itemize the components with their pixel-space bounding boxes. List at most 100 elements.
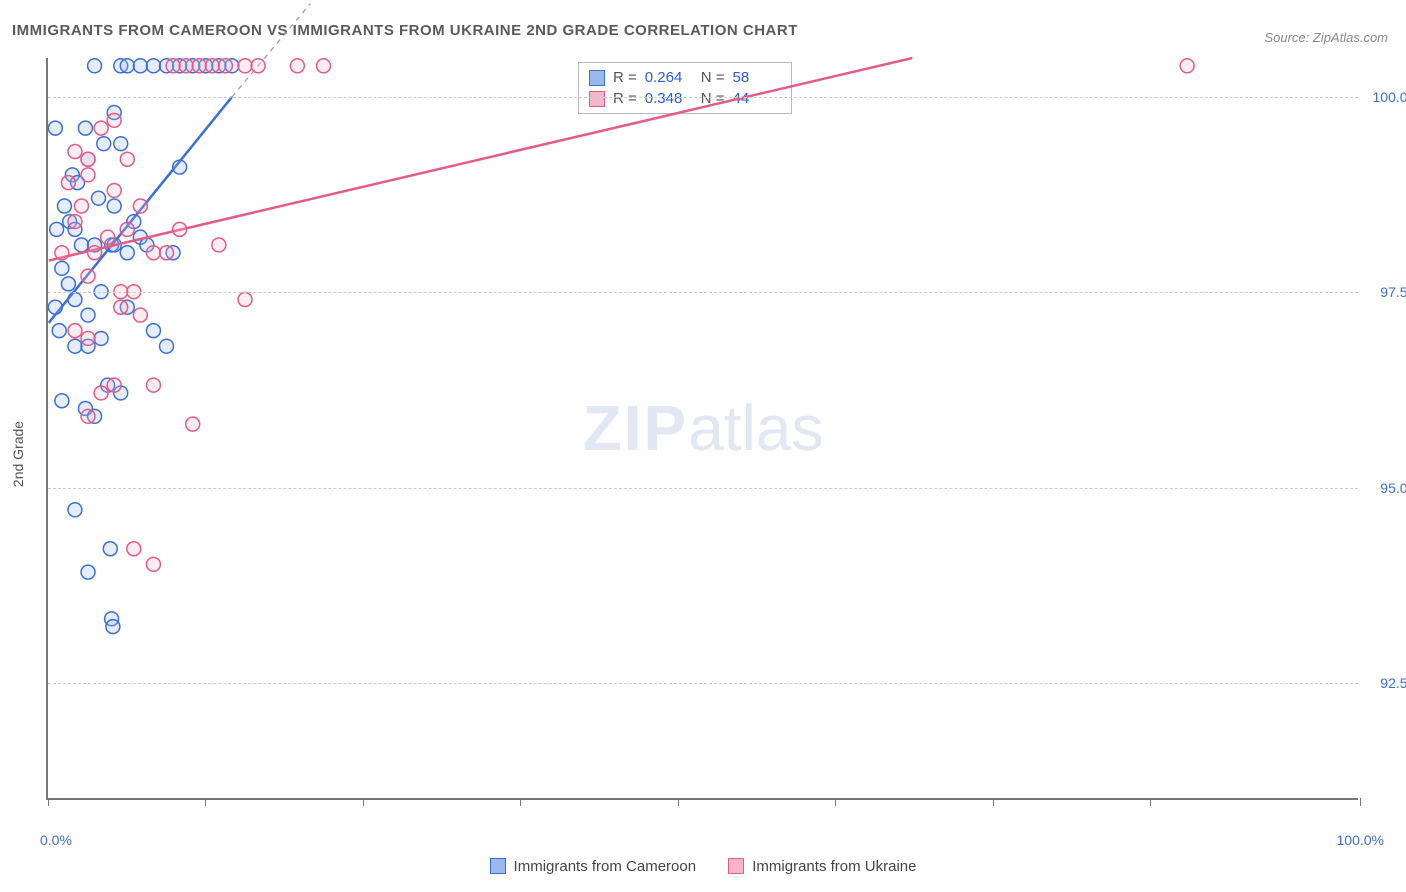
data-point bbox=[146, 378, 160, 392]
data-point bbox=[173, 222, 187, 236]
gridline-h bbox=[48, 292, 1358, 293]
data-point bbox=[92, 191, 106, 205]
data-point bbox=[101, 230, 115, 244]
data-point bbox=[238, 59, 252, 73]
data-point bbox=[114, 137, 128, 151]
y-tick-label: 100.0% bbox=[1365, 89, 1406, 105]
data-point bbox=[94, 121, 108, 135]
data-point bbox=[81, 331, 95, 345]
scatter-plot-svg bbox=[48, 58, 1358, 798]
data-point bbox=[68, 339, 82, 353]
data-point bbox=[55, 246, 69, 260]
data-point bbox=[186, 417, 200, 431]
plot-area: ZIPatlas R = 0.264 N = 58 R = 0.348 N = … bbox=[46, 58, 1358, 800]
x-tick-label-right: 100.0% bbox=[1337, 832, 1384, 848]
data-point bbox=[133, 199, 147, 213]
data-point bbox=[81, 152, 95, 166]
x-tick bbox=[48, 798, 49, 806]
data-point bbox=[120, 59, 134, 73]
trend-line-extension bbox=[232, 3, 311, 96]
y-tick-label: 97.5% bbox=[1365, 284, 1406, 300]
data-point bbox=[94, 331, 108, 345]
gridline-h bbox=[48, 488, 1358, 489]
chart-container: IMMIGRANTS FROM CAMEROON VS IMMIGRANTS F… bbox=[0, 0, 1406, 892]
data-point bbox=[1180, 59, 1194, 73]
data-point bbox=[52, 324, 66, 338]
x-tick-label-left: 0.0% bbox=[40, 832, 72, 848]
x-tick bbox=[835, 798, 836, 806]
data-point bbox=[166, 59, 180, 73]
data-point bbox=[127, 542, 141, 556]
chart-title: IMMIGRANTS FROM CAMEROON VS IMMIGRANTS F… bbox=[12, 22, 798, 39]
data-point bbox=[146, 324, 160, 338]
data-point bbox=[81, 168, 95, 182]
data-point bbox=[133, 59, 147, 73]
data-point bbox=[88, 246, 102, 260]
data-point bbox=[218, 59, 232, 73]
gridline-h bbox=[48, 97, 1358, 98]
y-tick-label: 92.5% bbox=[1365, 675, 1406, 691]
data-point bbox=[212, 238, 226, 252]
data-point bbox=[133, 308, 147, 322]
legend-item-1: Immigrants from Cameroon bbox=[490, 858, 697, 875]
gridline-h bbox=[48, 683, 1358, 684]
data-point bbox=[120, 222, 134, 236]
x-tick bbox=[1360, 798, 1361, 806]
data-point bbox=[88, 59, 102, 73]
legend-swatch-bottom-2 bbox=[728, 858, 744, 874]
data-point bbox=[68, 215, 82, 229]
data-point bbox=[81, 308, 95, 322]
data-point bbox=[238, 292, 252, 306]
data-point bbox=[107, 199, 121, 213]
data-point bbox=[205, 59, 219, 73]
data-point bbox=[251, 59, 265, 73]
data-point bbox=[120, 246, 134, 260]
data-point bbox=[68, 324, 82, 338]
data-point bbox=[61, 176, 75, 190]
data-point bbox=[160, 246, 174, 260]
data-point bbox=[146, 557, 160, 571]
x-tick bbox=[993, 798, 994, 806]
data-point bbox=[103, 542, 117, 556]
x-tick bbox=[363, 798, 364, 806]
data-point bbox=[81, 409, 95, 423]
x-tick bbox=[520, 798, 521, 806]
data-point bbox=[107, 183, 121, 197]
data-point bbox=[48, 121, 62, 135]
data-point bbox=[317, 59, 331, 73]
data-point bbox=[114, 300, 128, 314]
legend-item-2: Immigrants from Ukraine bbox=[728, 858, 916, 875]
data-point bbox=[107, 113, 121, 127]
x-tick bbox=[205, 798, 206, 806]
legend-label-2: Immigrants from Ukraine bbox=[752, 858, 916, 875]
data-point bbox=[173, 160, 187, 174]
data-point bbox=[74, 199, 88, 213]
data-point bbox=[160, 339, 174, 353]
data-point bbox=[68, 292, 82, 306]
data-point bbox=[61, 277, 75, 291]
data-point bbox=[57, 199, 71, 213]
legend-label-1: Immigrants from Cameroon bbox=[514, 858, 697, 875]
series-legend: Immigrants from Cameroon Immigrants from… bbox=[0, 858, 1406, 879]
data-point bbox=[81, 565, 95, 579]
data-point bbox=[120, 152, 134, 166]
data-point bbox=[106, 620, 120, 634]
data-point bbox=[68, 144, 82, 158]
data-point bbox=[146, 246, 160, 260]
source-label: Source: ZipAtlas.com bbox=[1264, 30, 1388, 45]
data-point bbox=[290, 59, 304, 73]
data-point bbox=[48, 300, 62, 314]
y-tick-label: 95.0% bbox=[1365, 480, 1406, 496]
data-point bbox=[146, 59, 160, 73]
data-point bbox=[94, 386, 108, 400]
legend-swatch-bottom-1 bbox=[490, 858, 506, 874]
y-axis-label: 2nd Grade bbox=[10, 421, 26, 487]
data-point bbox=[78, 121, 92, 135]
data-point bbox=[68, 503, 82, 517]
data-point bbox=[74, 238, 88, 252]
data-point bbox=[192, 59, 206, 73]
x-tick bbox=[678, 798, 679, 806]
data-point bbox=[179, 59, 193, 73]
data-point bbox=[50, 222, 64, 236]
data-point bbox=[55, 394, 69, 408]
